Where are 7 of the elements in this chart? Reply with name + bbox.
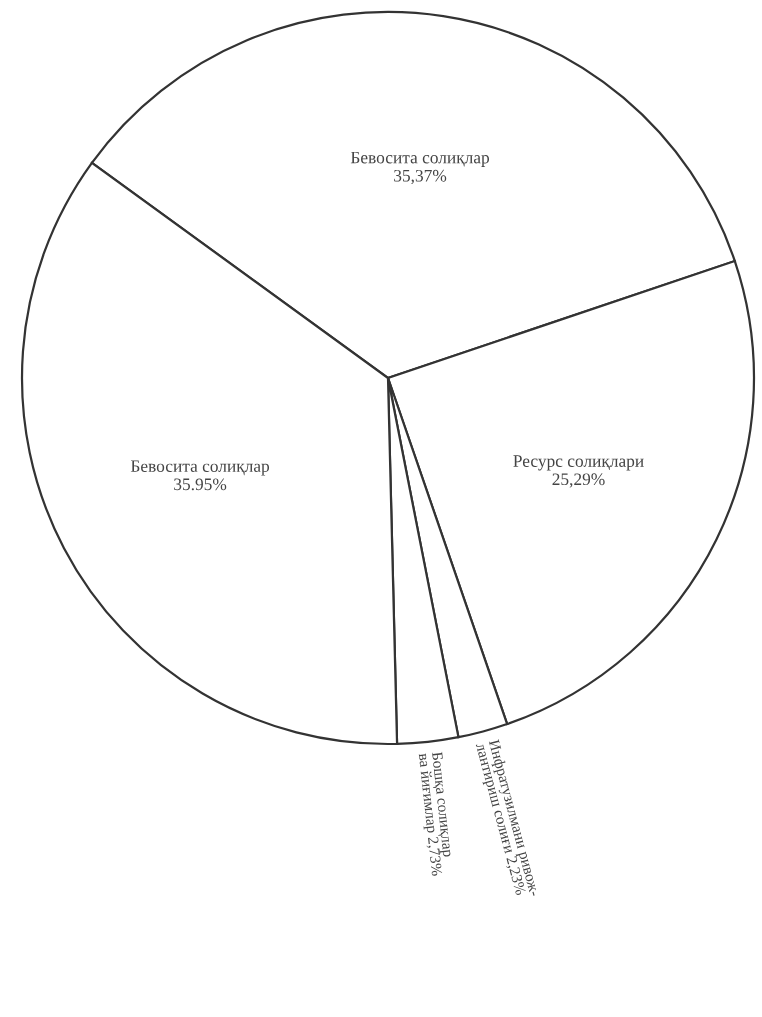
data-label: 25,29% <box>552 473 605 488</box>
slice-label: Ресурс солиқлари <box>513 455 644 471</box>
slice-label: Бевосита солиқлар <box>130 460 270 476</box>
slice-label: Бошқа солиқлар ва йиғимлар 2,73% <box>415 751 454 877</box>
data-label: 35,37% <box>394 169 447 185</box>
slice-label: Бевосита солиқлар <box>350 151 490 167</box>
data-label: 35.95% <box>174 478 227 491</box>
